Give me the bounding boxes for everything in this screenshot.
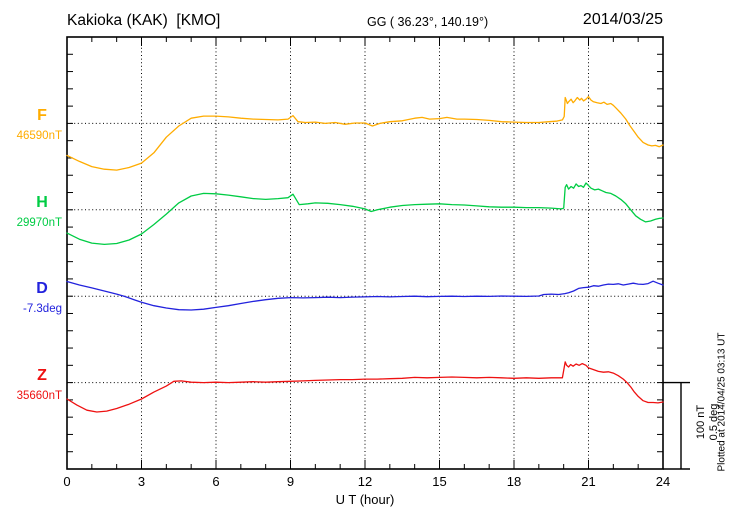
trace-H (66, 182, 664, 246)
trace-baseline-value-Z: 35660nT (16, 389, 62, 402)
station-title: Kakioka (KAK) [KMO] (67, 12, 221, 29)
x-tick-label: 21 (581, 474, 596, 489)
x-tick-label: 0 (63, 474, 71, 489)
trace-letter-F: F (37, 107, 47, 125)
trace-F (66, 95, 664, 171)
trace-D (66, 280, 664, 311)
trace-letter-H: H (36, 193, 48, 211)
x-axis-tick-labels: 0 3 6 9 12 15 18 21 24 (0, 474, 730, 490)
trace-baseline-value-H: 29970nT (16, 216, 62, 229)
scale-bar-label-nt: 100 nT (695, 404, 707, 440)
x-axis-title: U T (hour) (335, 492, 395, 507)
trace-baseline-value-D: -7.3deg (22, 303, 62, 316)
plotted-timestamp-note: Plotted at 2014/04/25 03:13 UT (716, 332, 728, 472)
trace-letter-D: D (36, 280, 48, 298)
x-tick-label: 24 (655, 474, 671, 489)
x-tick-label: 15 (432, 474, 447, 489)
x-tick-label: 12 (357, 474, 373, 489)
geographic-coordinates: GG ( 36.23°, 140.19°) (367, 15, 489, 29)
x-tick-label: 9 (286, 474, 295, 489)
trace-baseline-value-F: 46590nT (16, 130, 62, 143)
x-tick-label: 6 (212, 474, 220, 489)
observation-date: 2014/03/25 (582, 11, 663, 28)
trace-Z (66, 361, 664, 413)
x-tick-label: 18 (506, 474, 522, 489)
trace-letter-Z: Z (37, 366, 47, 384)
x-tick-label: 3 (137, 474, 146, 489)
